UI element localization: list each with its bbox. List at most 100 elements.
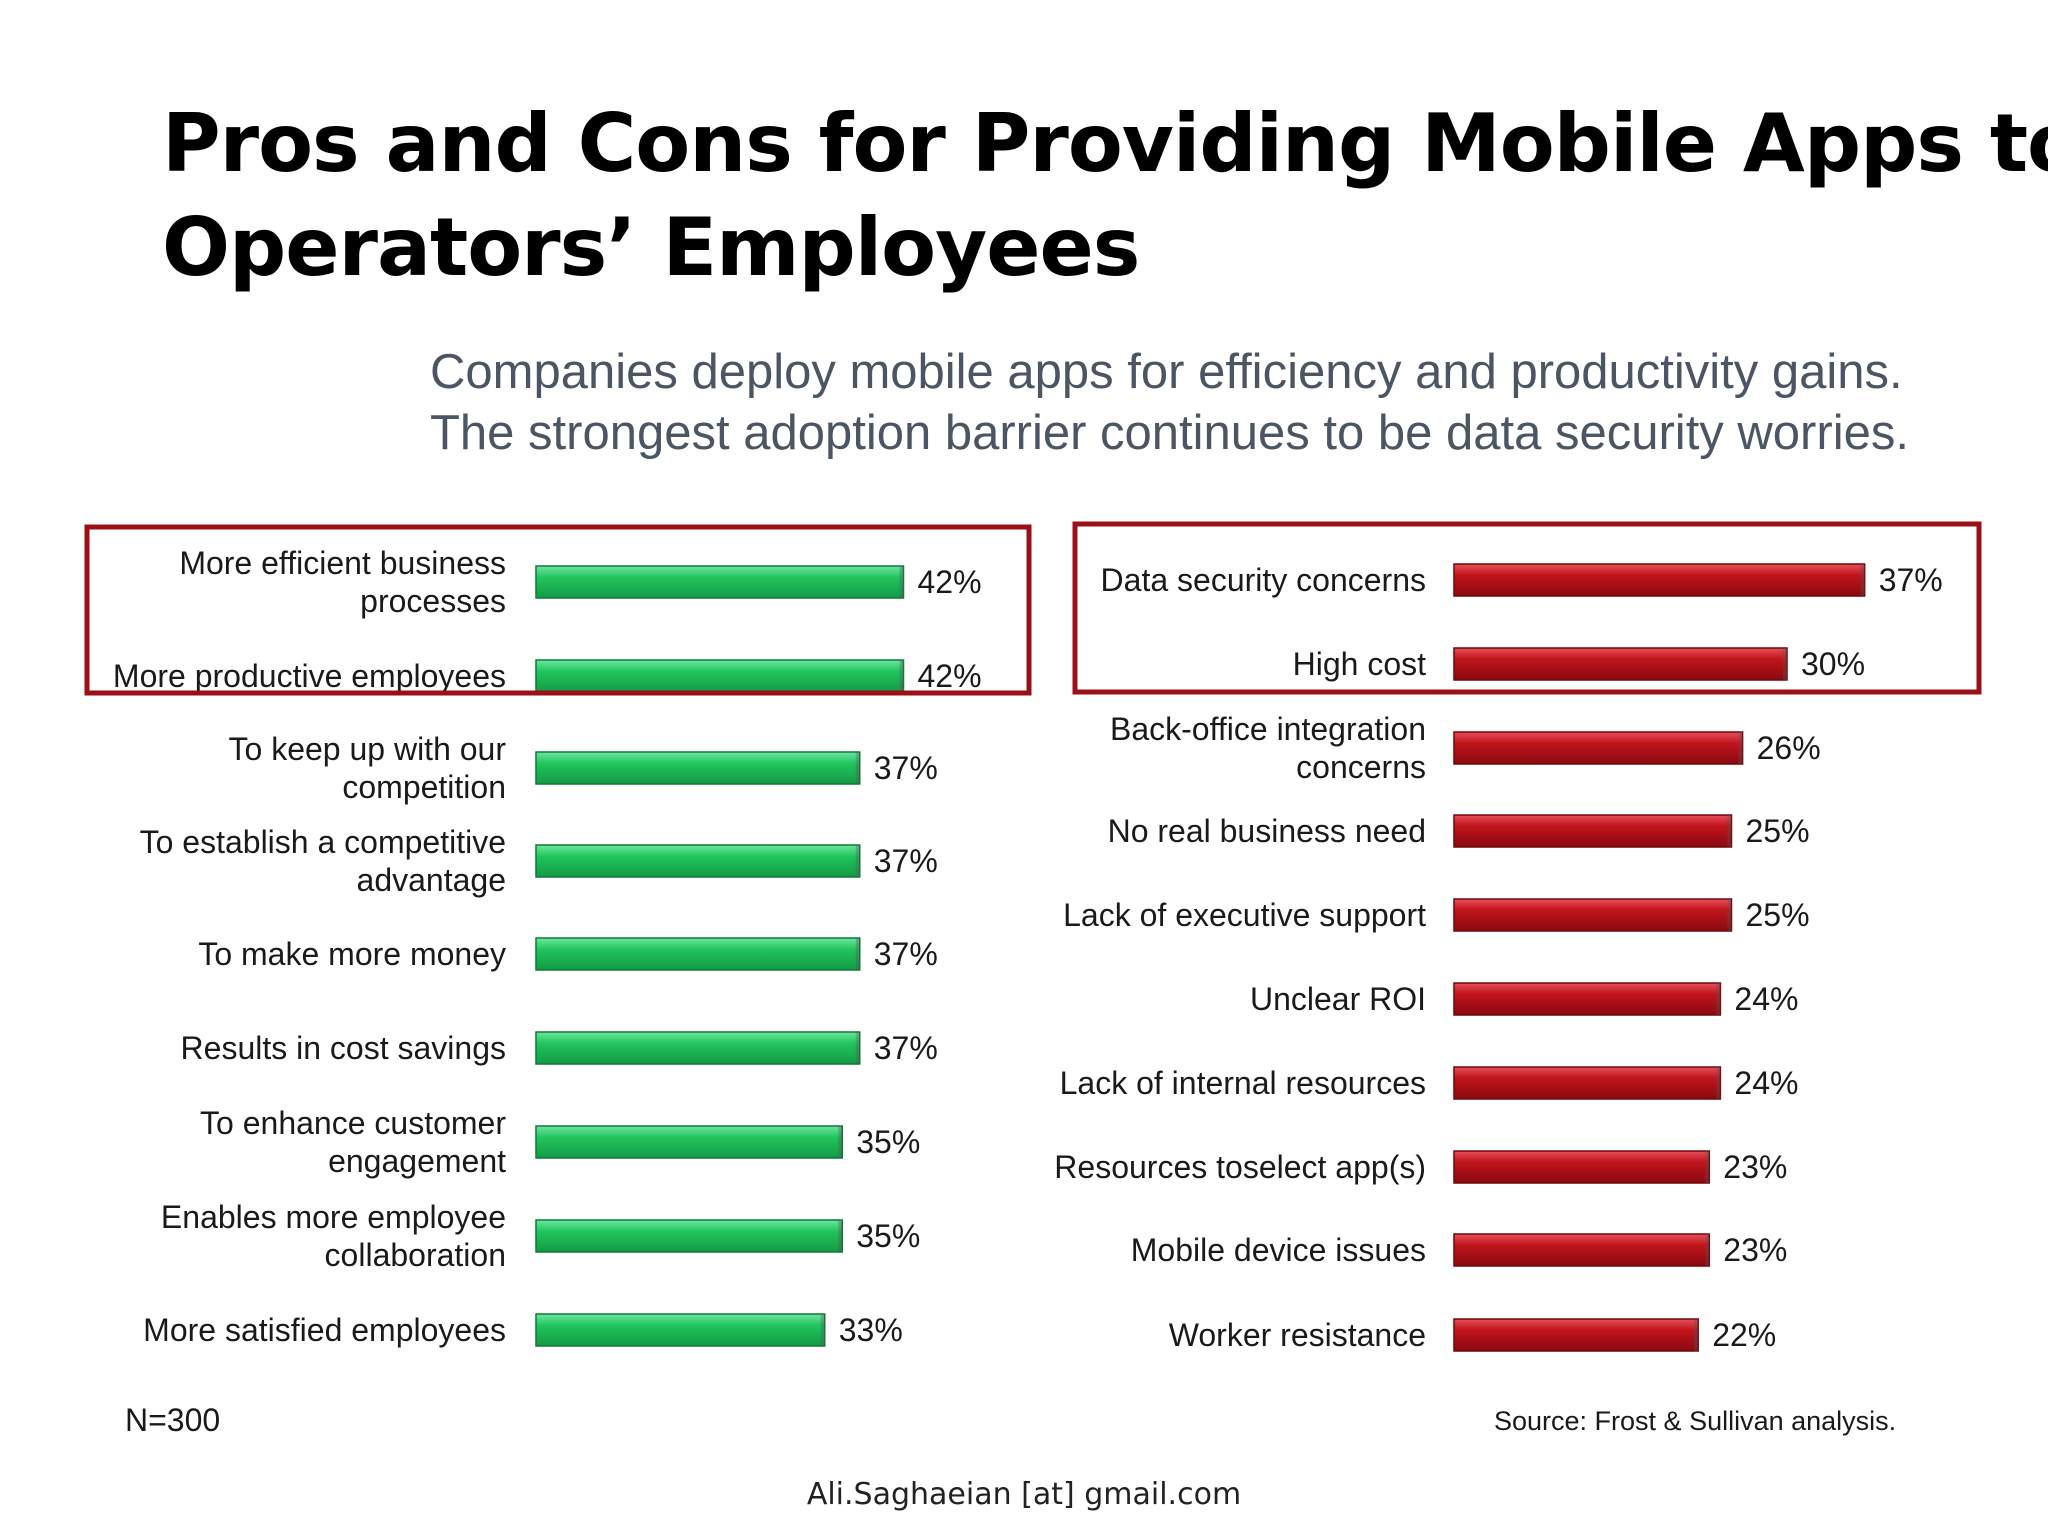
pros-bar-edge-6	[855, 1032, 860, 1064]
cons-bar-edge-5	[1727, 899, 1732, 931]
cons-bar-3	[1453, 731, 1744, 765]
pros-value-label-5: 37%	[874, 936, 938, 972]
cons-category-label-7: Lack of internal resources	[1060, 1065, 1426, 1101]
cons-bar-5	[1453, 898, 1733, 932]
cons-value-label-9: 23%	[1723, 1232, 1787, 1268]
pros-category-label-8-line-2: collaboration	[325, 1237, 506, 1273]
pros-value-label-1: 42%	[918, 564, 982, 600]
cons-category-label-6: Unclear ROI	[1250, 981, 1426, 1017]
cons-value-label-1: 37%	[1879, 562, 1943, 598]
cons-bar-1	[1453, 563, 1866, 597]
subtitle-line-1: Companies deploy mobile apps for efficie…	[430, 345, 1903, 399]
cons-value-label-7: 24%	[1734, 1065, 1798, 1101]
cons-bar-edge-6	[1716, 983, 1721, 1015]
cons-category-label-6-line-1: Unclear ROI	[1250, 981, 1426, 1017]
cons-bar-2	[1453, 647, 1788, 681]
pros-bar-3	[535, 751, 861, 785]
pros-category-label-8: Enables more employee collaboration	[161, 1199, 506, 1273]
cons-bar-edge-4	[1727, 815, 1732, 847]
pros-bar-6	[535, 1031, 861, 1065]
cons-category-label-8: Resources toselect app(s)	[1054, 1149, 1426, 1185]
cons-bar-edge-1	[1860, 564, 1865, 596]
source-note: Source: Frost & Sullivan analysis.	[1494, 1406, 1897, 1436]
sample-size-note: N=300	[125, 1402, 221, 1438]
cons-category-label-2: High cost	[1293, 646, 1427, 682]
pros-bar-edge-3	[855, 752, 860, 784]
cons-category-label-8-line-1: Resources toselect app(s)	[1054, 1149, 1426, 1185]
cons-value-label-5: 25%	[1746, 897, 1810, 933]
cons-bar-8	[1453, 1150, 1711, 1184]
pros-value-label-2: 42%	[918, 658, 982, 694]
pros-category-label-1-line-2: processes	[360, 583, 506, 619]
cons-bar-6	[1453, 982, 1722, 1016]
pros-category-label-4: To establish a competitive advantage	[140, 824, 506, 898]
pros-category-label-6: Results in cost savings	[181, 1030, 506, 1066]
cons-value-label-6: 24%	[1734, 981, 1798, 1017]
cons-category-label-4: No real business need	[1108, 813, 1426, 849]
pros-category-label-8-line-1: Enables more employee	[161, 1199, 506, 1235]
pros-bar-8	[535, 1219, 843, 1253]
pros-value-label-9: 33%	[839, 1312, 903, 1348]
pros-category-label-7-line-2: engagement	[328, 1143, 506, 1179]
pros-category-label-5: To make more money	[198, 936, 506, 972]
cons-bar-chart: 37% Data security concerns 30% High cost 26%…	[1054, 521, 1982, 1353]
pros-bar-2	[535, 659, 905, 693]
pros-category-label-4-line-1: To establish a competitive	[140, 824, 506, 860]
cons-value-label-10: 22%	[1712, 1317, 1776, 1353]
cons-category-label-3: Back-office integration concerns	[1110, 711, 1426, 785]
pros-value-label-7: 35%	[856, 1124, 920, 1160]
slide-title-line-1: Pros and Cons for Providing Mobile Apps …	[162, 97, 2048, 190]
cons-bar-7	[1453, 1066, 1722, 1100]
pros-category-label-3: To keep up with our competition	[229, 731, 507, 805]
subtitle-line-2: The strongest adoption barrier continues…	[430, 406, 1909, 460]
pros-bar-edge-1	[899, 566, 904, 598]
cons-category-label-1-line-1: Data security concerns	[1101, 562, 1426, 598]
pros-bar-chart: 42% More efficient business processes 42% Mo…	[84, 524, 1032, 1348]
pros-bar-7	[535, 1125, 843, 1159]
pros-category-label-3-line-1: To keep up with our	[229, 731, 507, 767]
cons-category-label-3-line-2: concerns	[1296, 749, 1426, 785]
pros-category-label-1-line-1: More efficient business	[179, 545, 506, 581]
pros-category-label-5-line-1: To make more money	[198, 936, 506, 972]
footer-contact: Ali.Saghaeian [at] gmail.com	[806, 1477, 1242, 1512]
pros-category-label-6-line-1: Results in cost savings	[181, 1030, 506, 1066]
cons-bar-edge-10	[1694, 1319, 1699, 1351]
cons-category-label-5-line-1: Lack of executive support	[1063, 897, 1426, 933]
pros-category-label-4-line-2: advantage	[357, 862, 506, 898]
cons-value-label-2: 30%	[1801, 646, 1865, 682]
cons-category-label-3-line-1: Back-office integration	[1110, 711, 1426, 747]
cons-category-label-5: Lack of executive support	[1063, 897, 1426, 933]
pros-category-label-9-line-1: More satisfied employees	[143, 1312, 506, 1348]
cons-bar-4	[1453, 814, 1733, 848]
pros-category-label-2-line-1: More productive employees	[113, 658, 506, 694]
pros-category-label-7-line-1: To enhance customer	[200, 1105, 506, 1141]
cons-bar-9	[1453, 1233, 1711, 1267]
cons-bar-edge-3	[1738, 732, 1743, 764]
cons-value-label-8: 23%	[1723, 1149, 1787, 1185]
pros-bar-edge-2	[899, 660, 904, 692]
pros-category-label-9: More satisfied employees	[143, 1312, 506, 1348]
cons-category-label-2-line-1: High cost	[1293, 646, 1427, 682]
pros-category-label-2: More productive employees	[113, 658, 506, 694]
cons-category-label-1: Data security concerns	[1101, 562, 1426, 598]
pros-bar-4	[535, 844, 861, 878]
cons-bar-edge-9	[1705, 1234, 1710, 1266]
cons-category-label-7-line-1: Lack of internal resources	[1060, 1065, 1426, 1101]
cons-category-label-10: Worker resistance	[1169, 1317, 1426, 1353]
cons-bar-edge-2	[1783, 648, 1787, 680]
pros-bar-5	[535, 937, 861, 971]
cons-category-label-9-line-1: Mobile device issues	[1131, 1232, 1426, 1268]
pros-bar-edge-4	[855, 845, 860, 877]
cons-bar-edge-8	[1705, 1151, 1710, 1183]
pros-value-label-6: 37%	[874, 1030, 938, 1066]
pros-bar-9	[535, 1313, 826, 1347]
cons-highlight-box	[1072, 521, 1982, 695]
cons-value-label-3: 26%	[1757, 730, 1821, 766]
cons-bar-10	[1453, 1318, 1699, 1352]
pros-bar-edge-7	[838, 1126, 843, 1158]
pros-value-label-3: 37%	[874, 750, 938, 786]
cons-bar-edge-7	[1716, 1067, 1721, 1099]
cons-category-label-10-line-1: Worker resistance	[1169, 1317, 1426, 1353]
pros-value-label-8: 35%	[856, 1218, 920, 1254]
